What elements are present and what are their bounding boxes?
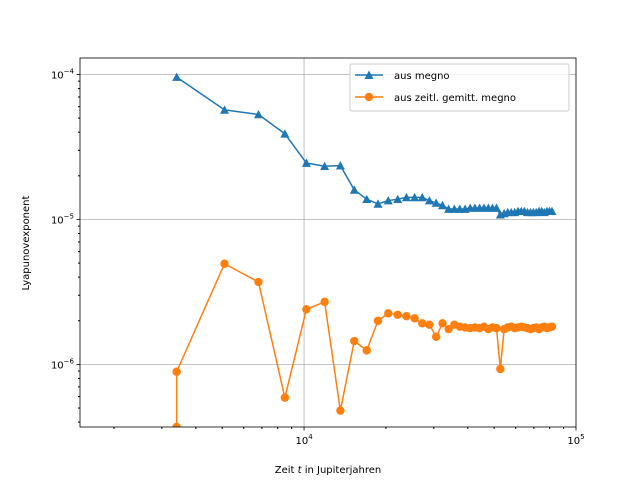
data-point-aus-megno: [410, 192, 420, 202]
y-tick-label: 10−6: [51, 357, 75, 371]
plot-area: [172, 72, 557, 427]
data-point-aus-megno: [301, 158, 311, 167]
data-point-aus-megno: [335, 161, 345, 170]
data-point-aus-megno: [172, 72, 182, 81]
data-point-aus-zeitl-gemitt-megno: [302, 305, 311, 314]
y-tick-label: 10−5: [51, 212, 74, 226]
data-point-aus-zeitl-gemitt-megno: [320, 297, 329, 307]
x-tick-label: 105: [567, 433, 584, 447]
data-point-aus-megno: [401, 192, 411, 202]
data-point-aus-megno: [547, 206, 557, 216]
tick-labels: 104 105 10−6 10−5 10−4: [51, 68, 585, 447]
data-point-aus-zeitl-gemitt-megno: [496, 364, 505, 374]
legend-frame: [349, 63, 570, 112]
data-point-aus-megno: [254, 109, 264, 119]
data-point-aus-zeitl-gemitt-megno: [172, 367, 181, 376]
data-point-aus-zeitl-gemitt-megno: [373, 316, 383, 325]
data-point-aus-zeitl-gemitt-megno: [418, 319, 427, 328]
x-axis-label: Zeit t in Jupiterjahren: [275, 465, 382, 476]
y-tick-label: 10−4: [51, 68, 75, 82]
legend-label-aus-megno: aus megno: [394, 71, 450, 82]
grid: [80, 58, 576, 427]
data-point-aus-zeitl-gemitt-megno: [350, 336, 359, 346]
data-point-aus-megno: [393, 194, 403, 204]
legend: aus megno aus zeitl. gemitt. megno: [349, 63, 570, 112]
data-point-aus-megno: [373, 199, 383, 208]
data-point-aus-zeitl-gemitt-megno: [254, 277, 263, 287]
data-point-aus-zeitl-gemitt-megno: [384, 309, 393, 318]
data-point-aus-zeitl-gemitt-megno: [280, 393, 290, 402]
data-point-aus-megno: [383, 196, 393, 205]
data-point-aus-zeitl-gemitt-megno: [492, 323, 501, 333]
data-point-aus-zeitl-gemitt-megno: [393, 310, 402, 319]
data-point-aus-zeitl-gemitt-megno: [438, 319, 447, 328]
data-point-aus-zeitl-gemitt-megno: [410, 314, 419, 323]
data-point-aus-megno: [349, 185, 359, 194]
data-point-aus-megno: [417, 192, 427, 202]
data-point-aus-megno: [280, 129, 290, 138]
data-point-aus-megno: [220, 105, 230, 114]
data-point-aus-zeitl-gemitt-megno: [402, 312, 411, 321]
data-point-aus-zeitl-gemitt-megno: [362, 346, 371, 355]
data-point-aus-megno: [424, 196, 434, 205]
data-point-aus-megno: [320, 161, 330, 171]
data-point-aus-zeitl-gemitt-megno: [425, 320, 434, 329]
data-point-aus-megno: [362, 194, 372, 204]
x-tick-label: 104: [295, 433, 313, 447]
data-point-aus-megno: [431, 198, 441, 207]
data-point-aus-zeitl-gemitt-megno: [444, 324, 453, 334]
data-point-aus-zeitl-gemitt-megno: [336, 406, 345, 415]
data-point-aus-zeitl-gemitt-megno: [220, 259, 229, 268]
data-point-aus-megno: [491, 203, 501, 212]
y-axis-label: Lyapunovexponent: [21, 195, 32, 290]
legend-label-zeitl-gemitt-megno: aus zeitl. gemitt. megno: [394, 93, 516, 104]
data-point-aus-zeitl-gemitt-megno: [431, 332, 441, 342]
axes-frame: [79, 57, 577, 428]
legend-marker-zeitl-gemitt-megno: [364, 92, 374, 102]
data-point-aus-zeitl-gemitt-megno: [547, 322, 557, 331]
data-point-aus-zeitl-gemitt-megno: [172, 422, 181, 427]
data-point-aus-megno: [444, 204, 454, 213]
axes: [76, 57, 577, 431]
legend-marker-aus-megno: [364, 70, 374, 79]
data-point-aus-megno: [438, 200, 448, 210]
